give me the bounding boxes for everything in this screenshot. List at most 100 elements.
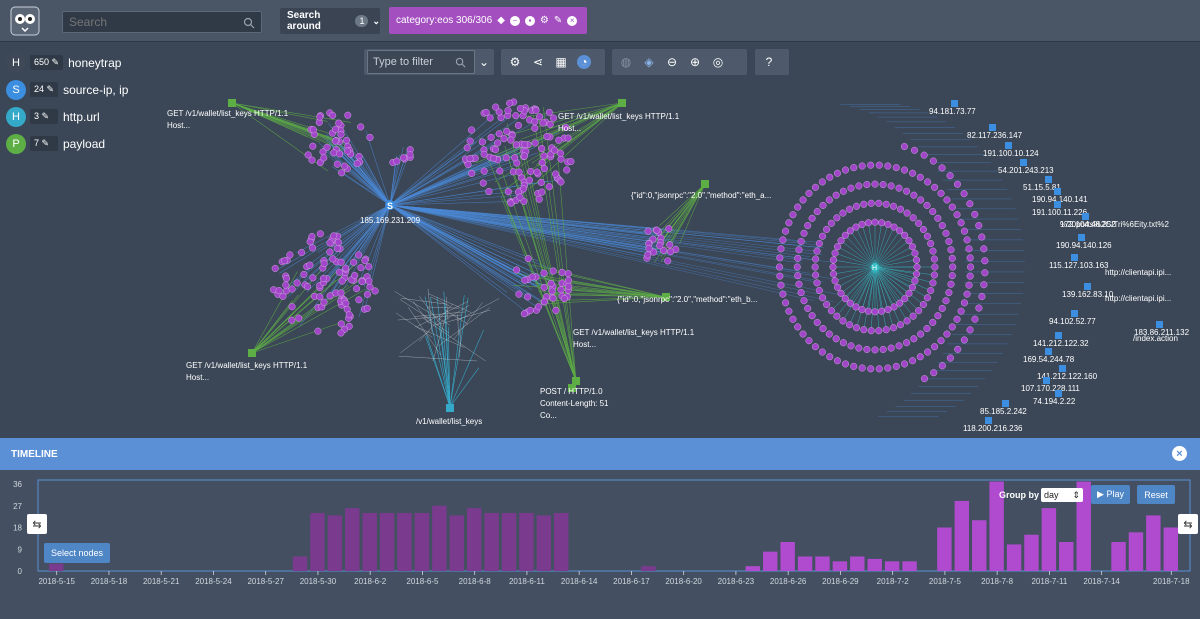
- honeytrap-node: [528, 273, 536, 281]
- select-nodes-label: Select nodes: [50, 548, 104, 558]
- honeytrap-node: [543, 132, 551, 140]
- play-label: ▶ Play: [1097, 489, 1124, 499]
- honeytrap-node: [929, 279, 937, 287]
- honeytrap-node: [957, 307, 965, 315]
- graph-edge: [874, 266, 908, 322]
- search-around-button[interactable]: Search around 1 ⌄: [280, 8, 380, 34]
- y-tick-label: 18: [13, 524, 22, 533]
- legend-item[interactable]: H 3 ✎ http.url: [6, 103, 128, 130]
- honeytrap-node: [478, 138, 486, 146]
- honeytrap-node: [521, 141, 529, 149]
- help-icon[interactable]: ?: [765, 55, 773, 69]
- graph-edge: [389, 204, 539, 262]
- filter-input[interactable]: Type to filter: [367, 50, 475, 74]
- cube-icon[interactable]: ◆: [497, 15, 505, 26]
- honeytrap-node: [666, 241, 674, 249]
- ip-label: 190.94.140.141: [1032, 195, 1088, 204]
- zoom-in-icon[interactable]: ⊕: [689, 55, 701, 69]
- honeytrap-node: [871, 346, 879, 354]
- graph-edge: [389, 165, 396, 206]
- graph-edge: [874, 266, 928, 298]
- timeline-chart[interactable]: 36 27 18 9 0 2018-5-15 2018-5-18 2018-5-21 2018-…: [0, 470, 1200, 619]
- graph-edge: [341, 204, 391, 271]
- honeytrap-node: [393, 157, 401, 165]
- y-tick-label: 27: [13, 502, 22, 511]
- honeytrap-node: [660, 247, 668, 255]
- honeytrap-node: [795, 246, 803, 254]
- source-ip-node: [1005, 142, 1012, 149]
- reset-button[interactable]: Reset: [1137, 485, 1175, 504]
- wand-icon[interactable]: ✎: [553, 15, 563, 26]
- globe-icon[interactable]: ◍: [620, 55, 632, 69]
- legend-item[interactable]: P 7 ✎ payload: [6, 130, 128, 157]
- table-grid-icon[interactable]: ▦: [555, 55, 567, 69]
- select-nodes-button[interactable]: Select nodes: [44, 543, 110, 563]
- honeytrap-node: [867, 161, 875, 169]
- honeytrap-node: [567, 158, 575, 166]
- search-box[interactable]: [62, 11, 262, 33]
- graph-edge: [389, 204, 825, 249]
- right-range-handle-icon[interactable]: ⇆: [1178, 514, 1198, 534]
- filter-dropdown-chevron-icon[interactable]: ⌄: [478, 55, 490, 69]
- tag-icon[interactable]: ◈: [644, 55, 654, 69]
- owl-logo-icon[interactable]: [8, 4, 42, 38]
- honeytrap-node: [309, 142, 317, 150]
- category-filter-chip[interactable]: category:eos 306/306 ◆ − ▪ ⚙ ✎ ×: [389, 7, 587, 34]
- x-tick-label: 2018-6-26: [770, 577, 807, 586]
- left-range-handle-icon[interactable]: ⇆: [27, 514, 47, 534]
- honeytrap-node: [538, 188, 546, 196]
- search-input[interactable]: [63, 12, 261, 32]
- honeytrap-node: [782, 227, 790, 235]
- zoom-out-icon[interactable]: ⊖: [666, 55, 678, 69]
- honeytrap-node: [878, 219, 886, 227]
- group-by-select[interactable]: day ⇕: [1041, 488, 1083, 502]
- honeytrap-node: [298, 249, 306, 257]
- honeytrap-node: [967, 263, 975, 271]
- honeytrap-node: [909, 312, 917, 320]
- chevron-down-icon[interactable]: ⌄: [372, 15, 380, 26]
- honeytrap-node: [921, 375, 929, 383]
- honeytrap-node: [833, 357, 841, 365]
- play-button[interactable]: ▶ Play: [1091, 485, 1130, 504]
- honeytrap-node: [837, 289, 845, 297]
- search-icon[interactable]: [243, 16, 255, 34]
- graph-edge: [874, 235, 905, 268]
- honeytrap-node: [563, 166, 571, 174]
- graph-edges: [231, 102, 1025, 417]
- honeytrap-node: [938, 362, 946, 370]
- settings-gear-icon[interactable]: ⚙: [509, 55, 521, 69]
- filter-search-icon[interactable]: [455, 51, 466, 73]
- timeline-close-icon[interactable]: ×: [1172, 446, 1187, 461]
- legend-item[interactable]: S 24 ✎ source-ip, ip: [6, 76, 128, 103]
- honeytrap-node: [520, 152, 528, 160]
- honeytrap-node: [912, 256, 920, 264]
- honeytrap-node: [827, 219, 835, 227]
- graph-edge: [524, 151, 577, 382]
- honeytrap-node: [931, 183, 939, 191]
- honeytrap-node: [555, 136, 563, 144]
- graph-edge: [521, 102, 623, 140]
- payload-label: GET /v1/wallet/list_keys HTTP/1.1: [573, 328, 695, 337]
- payload-node: [228, 99, 236, 107]
- x-tick-label: 2018-5-21: [143, 577, 180, 586]
- network-graph[interactable]: S 185.169.231.209 H GET /v1/wallet/list_key…: [0, 42, 1200, 438]
- graph-edge: [398, 355, 477, 362]
- grid-icon[interactable]: ▪: [524, 15, 535, 26]
- legend-item[interactable]: H 650 ✎ honeytrap: [6, 49, 128, 76]
- honeytrap-node: [540, 269, 548, 277]
- gear-icon[interactable]: ⚙: [539, 15, 549, 26]
- graph-edge: [856, 266, 876, 328]
- timeline-bar: [554, 513, 569, 571]
- ip-label: 172.104.48.252: [1060, 220, 1116, 229]
- graph-edge: [424, 296, 451, 408]
- clock-icon[interactable]: ◔: [577, 55, 591, 69]
- honeytrap-node: [507, 136, 515, 144]
- center-target-icon[interactable]: ◎: [712, 55, 724, 69]
- honeytrap-node: [776, 254, 784, 262]
- minus-icon[interactable]: −: [509, 15, 520, 26]
- honeytrap-node: [884, 306, 892, 314]
- timeline-bar: [1111, 542, 1126, 571]
- share-icon[interactable]: ⋖: [532, 55, 544, 69]
- close-icon[interactable]: ×: [567, 15, 578, 26]
- honeytrap-node: [357, 264, 365, 272]
